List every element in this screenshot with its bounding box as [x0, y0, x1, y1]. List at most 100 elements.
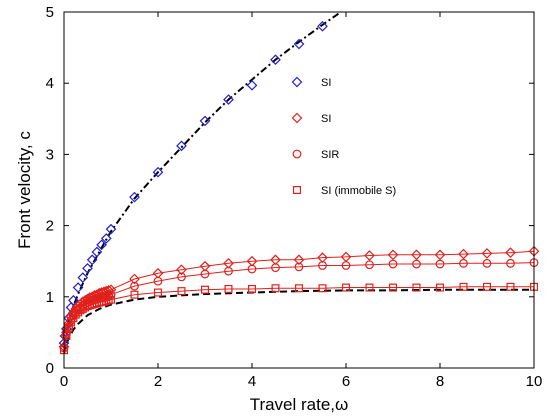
square-marker-series-4	[459, 282, 468, 291]
plot-frame	[63, 11, 535, 369]
legend-marker-2	[291, 112, 303, 124]
y-tick-label: 5	[46, 4, 54, 21]
square-marker-series-4	[365, 283, 374, 292]
circle-marker-series-3	[177, 272, 186, 282]
circle-marker-series-3	[247, 264, 257, 274]
circle-marker-series-3	[482, 258, 492, 268]
diamond-marker-series-1	[59, 330, 71, 342]
square-marker-series-4	[130, 290, 139, 299]
diamond-marker-series-1	[293, 38, 305, 50]
square-marker-series-4	[389, 283, 398, 292]
square-marker-series-4	[177, 287, 186, 296]
square-marker-series-4	[106, 295, 115, 304]
diamond-marker-series-2	[63, 318, 75, 330]
diamond-marker-series-1	[91, 246, 103, 258]
x-tick-label: 6	[342, 373, 350, 390]
diamond-marker-series-1	[77, 272, 89, 283]
circle-marker-series-3	[153, 276, 163, 286]
legend-label-1: SI	[321, 77, 331, 89]
diamond-marker-series-1	[223, 94, 234, 105]
diamond-marker-series-2	[434, 249, 446, 261]
diamond-marker-series-1	[152, 166, 164, 178]
circle-marker-series-3	[506, 258, 515, 268]
circle-marker-series-3	[341, 261, 351, 270]
y-tick-label: 0	[46, 360, 54, 377]
circle-marker-series-3	[130, 281, 139, 291]
diamond-marker-series-2	[100, 285, 112, 297]
x-tick-label: 2	[154, 373, 162, 390]
y-tick-label: 2	[46, 218, 54, 235]
square-marker-series-4	[104, 296, 113, 305]
square-marker-series-4	[67, 318, 76, 327]
circle-marker-series-3	[271, 263, 280, 273]
legend: SI SI SIR SI (immobile S)	[291, 76, 396, 197]
y-axis-ticks: 0 1 2 3 4 5	[46, 4, 534, 377]
diamond-marker-series-1	[86, 254, 98, 266]
diamond-marker-series-2	[129, 273, 140, 285]
square-marker-series-4	[154, 288, 163, 297]
diamond-marker-series-1	[176, 140, 187, 152]
diamond-marker-series-2	[411, 249, 422, 261]
x-tick-label: 0	[60, 373, 68, 390]
square-marker-series-4	[506, 282, 515, 291]
square-marker-series-4	[62, 331, 71, 340]
circle-marker-series-3	[435, 259, 445, 269]
circle-marker-series-3	[106, 290, 116, 300]
legend-marker-1	[291, 76, 303, 88]
diamond-marker-series-1	[100, 233, 112, 244]
square-marker-series-4	[271, 284, 280, 293]
circle-marker-series-3	[365, 260, 374, 270]
square-marker-series-4	[64, 324, 73, 333]
legend-marker-4	[293, 186, 302, 195]
diamond-marker-series-1	[72, 282, 84, 293]
diamond-marker-series-1	[129, 191, 140, 203]
diamond-marker-series-2	[458, 248, 469, 260]
legend-label-3: SIR	[321, 149, 339, 161]
circle-marker-series-3	[200, 269, 210, 279]
diamond-marker-series-2	[176, 264, 187, 276]
y-tick-label: 1	[46, 289, 54, 306]
square-marker-series-4	[102, 297, 111, 306]
x-tick-label: 4	[248, 373, 256, 390]
diamond-marker-series-1	[82, 262, 93, 274]
diamond-marker-series-2	[364, 250, 375, 261]
plot-area	[64, 12, 534, 368]
legend-label-2: SI	[321, 113, 331, 125]
square-marker-series-4	[295, 284, 304, 293]
diamond-marker-series-1	[270, 54, 281, 66]
legend-label-4: SI (immobile S)	[321, 185, 396, 197]
circle-marker-series-3	[459, 258, 468, 268]
x-axis-title: Travel rate,ω	[250, 395, 349, 414]
series-markers	[58, 20, 540, 355]
diamond-marker-series-2	[505, 247, 516, 259]
square-marker-series-4	[224, 284, 233, 293]
diamond-marker-series-1	[105, 223, 117, 235]
diamond-marker-series-2	[105, 284, 117, 296]
square-marker-series-4	[412, 283, 421, 292]
square-marker-series-4	[318, 284, 327, 293]
square-marker-series-4	[483, 282, 492, 291]
circle-marker-series-3	[388, 259, 398, 269]
square-marker-series-4	[201, 285, 210, 294]
diamond-marker-series-2	[481, 248, 493, 259]
diamond-marker-series-1	[246, 79, 258, 91]
circle-marker-series-3	[294, 262, 304, 272]
circle-marker-series-3	[318, 261, 327, 270]
y-axis-title: Front velocity, c	[15, 131, 34, 249]
legend-marker-3	[292, 149, 302, 159]
circle-marker-series-3	[412, 259, 421, 269]
diamond-marker-series-1	[199, 115, 211, 127]
x-tick-label: 10	[526, 373, 543, 390]
diamond-marker-series-1	[317, 20, 328, 32]
diamond-marker-series-2	[293, 254, 305, 266]
diamond-marker-series-2	[387, 249, 399, 261]
square-marker-series-4	[436, 283, 445, 292]
square-marker-series-4	[248, 284, 257, 293]
y-tick-label: 4	[46, 75, 54, 92]
diamond-marker-series-1	[68, 295, 79, 306]
square-marker-series-4	[342, 283, 351, 292]
y-tick-label: 3	[46, 146, 54, 163]
square-marker-series-4	[71, 310, 80, 319]
diamond-marker-series-1	[96, 239, 107, 251]
